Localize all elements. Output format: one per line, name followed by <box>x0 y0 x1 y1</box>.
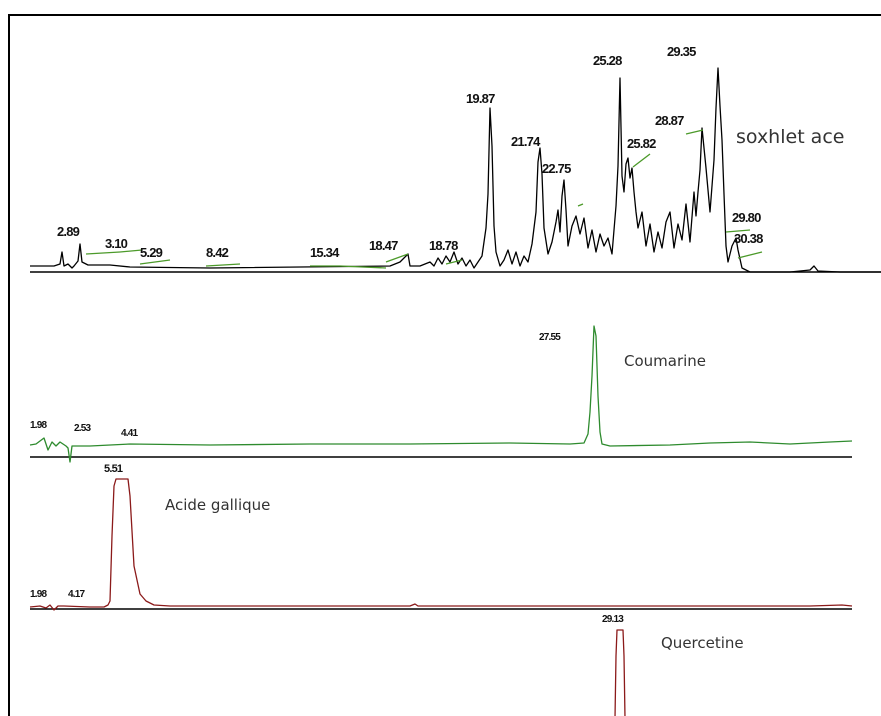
peak-label: 5.29 <box>140 245 163 260</box>
peak-label: 25.82 <box>627 136 656 151</box>
chromatogram-svg: soxhlet ace Coumarine Acide gallique Que… <box>29 44 881 716</box>
peak-label: 2.53 <box>74 423 92 434</box>
peak-label: 4.41 <box>121 428 139 439</box>
peak-label: 3.10 <box>105 236 128 251</box>
trace-label-coumarine: Coumarine <box>624 352 706 370</box>
integration-baseline <box>445 259 463 265</box>
peak-label: 28.87 <box>655 113 684 128</box>
peak-label: 5.51 <box>104 463 123 475</box>
integration-baseline <box>310 265 387 269</box>
peak-label: 25.28 <box>593 53 622 68</box>
peak-label: 30.38 <box>734 231 763 246</box>
integration-baseline <box>737 251 763 259</box>
integration-baseline <box>205 263 241 267</box>
peak-label: 29.80 <box>732 210 761 225</box>
coumarine-trace <box>29 325 853 463</box>
acide-gallique-trace <box>29 478 853 611</box>
peak-label: 27.55 <box>539 332 561 343</box>
integration-baseline <box>725 229 751 233</box>
peak-label: 29.35 <box>667 44 696 59</box>
integration-baseline <box>85 251 121 255</box>
peak-label: 21.74 <box>511 134 541 149</box>
chromatogram-figure: soxhlet ace Coumarine Acide gallique Que… <box>8 14 881 716</box>
trace-label-quercetine: Quercetine <box>661 634 744 652</box>
peak-label: 18.78 <box>429 238 458 253</box>
trace-label-soxhlet: soxhlet ace <box>736 126 844 148</box>
peak-label: 8.42 <box>206 245 229 260</box>
integration-baseline <box>119 249 143 253</box>
integration-baseline <box>385 253 409 263</box>
integration-baseline <box>577 203 584 207</box>
integration-baseline <box>139 259 171 265</box>
peak-label: 1.98 <box>30 420 48 431</box>
peak-label: 1.98 <box>30 589 48 600</box>
peak-label: 19.87 <box>466 91 495 106</box>
peak-label: 2.89 <box>57 224 80 239</box>
soxhlet-trace <box>30 67 881 273</box>
quercetine-trace <box>614 629 626 716</box>
integration-baseline <box>632 153 651 168</box>
peak-label: 4.17 <box>68 589 86 600</box>
trace-label-acide-gallique: Acide gallique <box>165 496 270 514</box>
peak-label: 22.75 <box>542 161 571 176</box>
integration-baseline <box>685 129 704 135</box>
peak-label: 15.34 <box>310 245 340 260</box>
peak-label: 29.13 <box>602 614 624 625</box>
peak-label: 18.47 <box>369 238 398 253</box>
